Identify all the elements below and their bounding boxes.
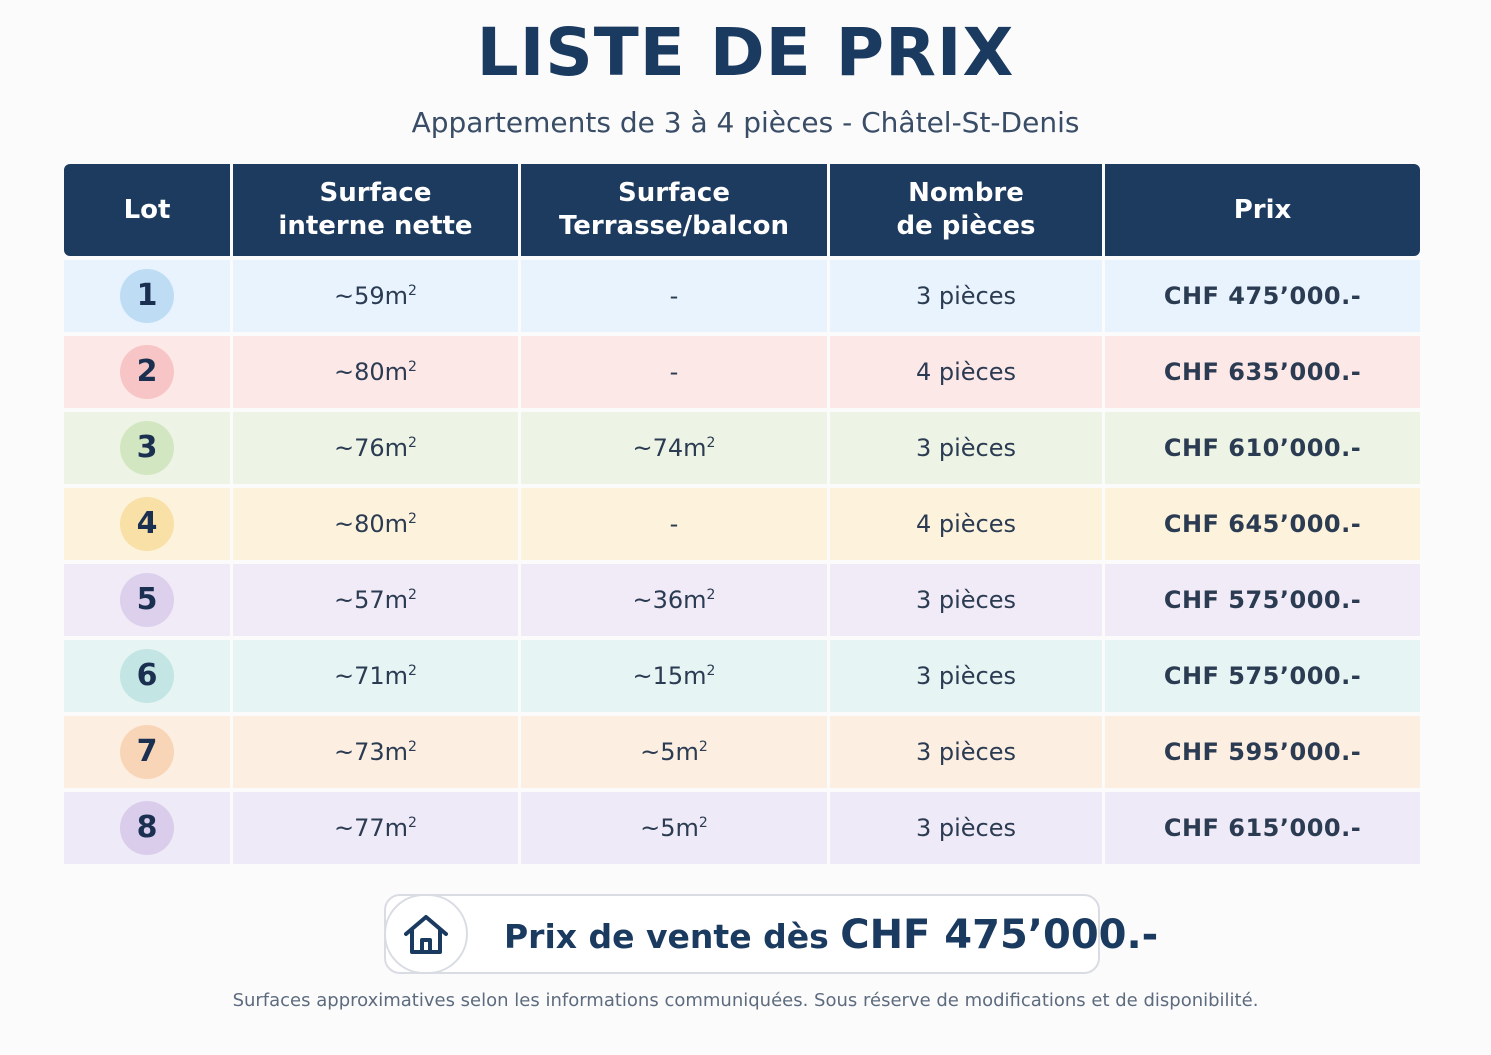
terrace-surface-cell: ~5m2 xyxy=(521,716,827,788)
column-header-lot: Lot xyxy=(64,164,230,256)
column-header-interior-surface: Surface interne nette xyxy=(233,164,518,256)
starting-price-text: Prix de vente dès CHF 475’000.- xyxy=(504,912,1159,958)
lot-number-badge: 8 xyxy=(120,801,174,855)
lot-number-badge: 2 xyxy=(120,345,174,399)
rooms-cell: 4 pièces xyxy=(830,488,1102,560)
rooms-cell: 3 pièces xyxy=(830,564,1102,636)
price-cell: CHF 575’000.- xyxy=(1105,564,1420,636)
lot-number-badge: 5 xyxy=(120,573,174,627)
price-cell: CHF 615’000.- xyxy=(1105,792,1420,864)
page-subtitle: Appartements de 3 à 4 pièces - Châtel-St… xyxy=(411,106,1080,139)
price-cell: CHF 610’000.- xyxy=(1105,412,1420,484)
terrace-surface-cell: - xyxy=(521,336,827,408)
interior-surface-cell: ~73m2 xyxy=(233,716,518,788)
lot-cell: 4 xyxy=(64,488,230,560)
lot-cell: 2 xyxy=(64,336,230,408)
table-header-row: Lot Surface interne nette Surface Terras… xyxy=(64,164,1420,256)
lot-cell: 6 xyxy=(64,640,230,712)
interior-surface-cell: ~71m2 xyxy=(233,640,518,712)
table-body: 1 ~59m2-3 pièces CHF 475’000.- 2 ~80m2-4 piè… xyxy=(64,260,1420,864)
price-cell: CHF 645’000.- xyxy=(1105,488,1420,560)
rooms-cell: 3 pièces xyxy=(830,716,1102,788)
rooms-cell: 3 pièces xyxy=(830,640,1102,712)
terrace-surface-cell: ~15m2 xyxy=(521,640,827,712)
terrace-surface-cell: - xyxy=(521,488,827,560)
house-icon xyxy=(384,894,468,974)
rooms-cell: 4 pièces xyxy=(830,336,1102,408)
table-row: 5 ~57m2 ~36m2 3 pièces CHF 575’000.- xyxy=(64,564,1420,636)
lot-cell: 7 xyxy=(64,716,230,788)
rooms-cell: 3 pièces xyxy=(830,792,1102,864)
lot-cell: 3 xyxy=(64,412,230,484)
page-title: LISTE DE PRIX xyxy=(476,14,1015,91)
interior-surface-cell: ~77m2 xyxy=(233,792,518,864)
starting-price-banner: Prix de vente dès CHF 475’000.- xyxy=(384,894,1158,974)
interior-surface-cell: ~80m2 xyxy=(233,336,518,408)
lot-cell: 1 xyxy=(64,260,230,332)
column-header-price: Prix xyxy=(1105,164,1420,256)
lot-number-badge: 1 xyxy=(120,269,174,323)
table-row: 1 ~59m2-3 pièces CHF 475’000.- xyxy=(64,260,1420,332)
lot-number-badge: 4 xyxy=(120,497,174,551)
rooms-cell: 3 pièces xyxy=(830,412,1102,484)
column-header-rooms: Nombre de pièces xyxy=(830,164,1102,256)
price-table: Lot Surface interne nette Surface Terras… xyxy=(61,160,1423,868)
table-row: 3 ~76m2 ~74m2 3 pièces CHF 610’000.- xyxy=(64,412,1420,484)
terrace-surface-cell: - xyxy=(521,260,827,332)
terrace-surface-cell: ~74m2 xyxy=(521,412,827,484)
table-row: 6 ~71m2 ~15m2 3 pièces CHF 575’000.- xyxy=(64,640,1420,712)
price-cell: CHF 635’000.- xyxy=(1105,336,1420,408)
lot-cell: 8 xyxy=(64,792,230,864)
interior-surface-cell: ~59m2 xyxy=(233,260,518,332)
price-cell: CHF 575’000.- xyxy=(1105,640,1420,712)
column-header-terrace-surface: Surface Terrasse/balcon xyxy=(521,164,827,256)
interior-surface-cell: ~76m2 xyxy=(233,412,518,484)
terrace-surface-cell: ~36m2 xyxy=(521,564,827,636)
starting-price-amount: CHF 475’000.- xyxy=(840,912,1159,958)
table-row: 2 ~80m2-4 pièces CHF 635’000.- xyxy=(64,336,1420,408)
price-cell: CHF 475’000.- xyxy=(1105,260,1420,332)
price-cell: CHF 595’000.- xyxy=(1105,716,1420,788)
lot-number-badge: 6 xyxy=(120,649,174,703)
lot-number-badge: 7 xyxy=(120,725,174,779)
table-row: 7 ~73m2 ~5m2 3 pièces CHF 595’000.- xyxy=(64,716,1420,788)
terrace-surface-cell: ~5m2 xyxy=(521,792,827,864)
rooms-cell: 3 pièces xyxy=(830,260,1102,332)
interior-surface-cell: ~57m2 xyxy=(233,564,518,636)
lot-cell: 5 xyxy=(64,564,230,636)
table-row: 4 ~80m2-4 pièces CHF 645’000.- xyxy=(64,488,1420,560)
table-row: 8 ~77m2 ~5m2 3 pièces CHF 615’000.- xyxy=(64,792,1420,864)
footnote: Surfaces approximatives selon les inform… xyxy=(232,990,1259,1011)
interior-surface-cell: ~80m2 xyxy=(233,488,518,560)
lot-number-badge: 3 xyxy=(120,421,174,475)
